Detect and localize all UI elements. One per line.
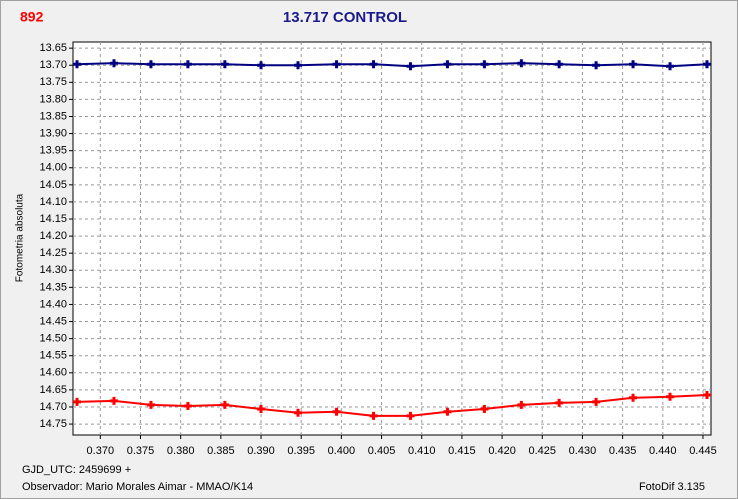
observer-label: Observador: Mario Morales Aimar - MMAO/K… [22, 481, 253, 493]
y-tick-label: 14.75 [39, 418, 67, 430]
data-point [629, 393, 638, 402]
data-point [443, 60, 452, 69]
x-tick-label: 0.400 [328, 445, 356, 457]
y-tick-label: 13.65 [39, 42, 67, 54]
data-point [406, 62, 415, 71]
y-tick-label: 14.25 [39, 247, 67, 259]
y-tick-label: 14.50 [39, 333, 67, 345]
data-point [220, 60, 229, 69]
y-tick-label: 14.10 [39, 196, 67, 208]
x-tick-label: 0.385 [207, 445, 235, 457]
data-point [183, 60, 192, 69]
data-point [332, 407, 341, 416]
x-tick-label: 0.420 [488, 445, 516, 457]
y-tick-label: 14.65 [39, 384, 67, 396]
data-point [109, 396, 118, 405]
y-tick-label: 14.45 [39, 315, 67, 327]
code-label: 892 [20, 9, 44, 25]
y-tick-label: 14.55 [39, 350, 67, 362]
data-point [702, 60, 711, 69]
y-axis-label: Fotometria absoluta [15, 193, 26, 282]
data-point [629, 60, 638, 69]
data-point [592, 61, 601, 70]
x-tick-label: 0.445 [689, 445, 717, 457]
data-point [220, 400, 229, 409]
data-point [666, 62, 675, 71]
data-point [183, 401, 192, 410]
y-tick-label: 13.70 [39, 59, 67, 71]
y-tick-label: 13.75 [39, 76, 67, 88]
x-tick-label: 0.370 [87, 445, 115, 457]
y-tick-label: 13.90 [39, 127, 67, 139]
x-tick-label: 0.440 [649, 445, 677, 457]
data-point [109, 59, 118, 68]
data-point [73, 397, 82, 406]
data-point [293, 408, 302, 417]
data-point [369, 60, 378, 69]
data-point [592, 397, 601, 406]
y-tick-label: 14.70 [39, 401, 67, 413]
y-tick-label: 13.95 [39, 145, 67, 157]
data-point [702, 391, 711, 400]
x-tick-label: 0.390 [247, 445, 275, 457]
software-label: FotoDif 3.135 [639, 481, 705, 493]
data-point [146, 400, 155, 409]
data-point [369, 411, 378, 420]
data-point [406, 411, 415, 420]
y-tick-label: 14.05 [39, 179, 67, 191]
x-tick-label: 0.380 [167, 445, 195, 457]
x-tick-label: 0.405 [368, 445, 396, 457]
data-point [146, 60, 155, 69]
x-tick-label: 0.430 [569, 445, 597, 457]
gjd-label: GJD_UTC: 2459699 + [22, 464, 131, 476]
y-tick-label: 14.35 [39, 281, 67, 293]
y-tick-label: 14.40 [39, 298, 67, 310]
chart-title: 13.717 CONTROL [283, 9, 407, 26]
series-line [76, 394, 708, 417]
data-point [293, 61, 302, 70]
y-tick-label: 13.85 [39, 110, 67, 122]
x-tick-label: 0.395 [287, 445, 315, 457]
data-point [480, 60, 489, 69]
y-tick-label: 14.20 [39, 230, 67, 242]
y-tick-label: 14.60 [39, 367, 67, 379]
series-line [76, 62, 708, 68]
data-point [332, 60, 341, 69]
data-point [666, 392, 675, 401]
x-tick-label: 0.415 [448, 445, 476, 457]
y-tick-label: 14.15 [39, 213, 67, 225]
data-point [517, 400, 526, 409]
data-point [517, 59, 526, 68]
data-point [257, 405, 266, 414]
data-point [73, 60, 82, 69]
plot-area [72, 41, 712, 436]
x-tick-label: 0.435 [609, 445, 637, 457]
x-tick-label: 0.375 [127, 445, 155, 457]
data-point [555, 60, 564, 69]
y-tick-label: 14.30 [39, 264, 67, 276]
y-tick-label: 14.00 [39, 162, 67, 174]
data-point [443, 407, 452, 416]
x-tick-label: 0.410 [408, 445, 436, 457]
data-point [257, 61, 266, 70]
x-tick-label: 0.425 [528, 445, 556, 457]
data-point [480, 405, 489, 414]
data-point [555, 398, 564, 407]
y-tick-label: 13.80 [39, 93, 67, 105]
